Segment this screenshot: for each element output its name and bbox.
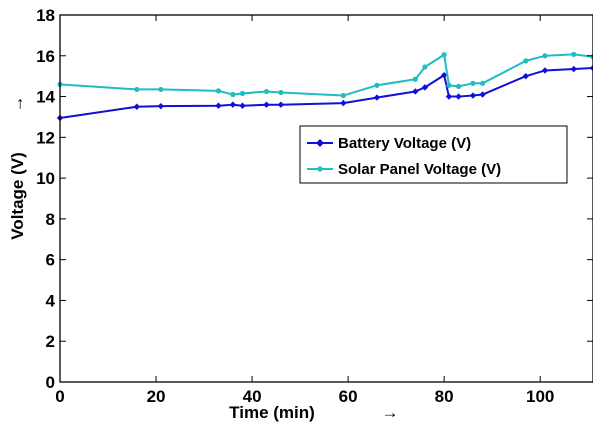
data-point-solar-19 bbox=[571, 51, 577, 57]
data-point-solar-12 bbox=[441, 52, 447, 58]
series-layer bbox=[56, 51, 593, 122]
y-tick-label: 10 bbox=[36, 169, 55, 188]
data-point-battery-18 bbox=[541, 67, 549, 74]
data-point-battery-11 bbox=[421, 84, 429, 91]
y-tick-label: 18 bbox=[36, 6, 55, 25]
y-axis-title: Voltage (V) bbox=[8, 152, 27, 240]
y-tick-label: 14 bbox=[36, 88, 55, 107]
data-point-solar-2 bbox=[158, 86, 164, 93]
data-point-solar-6 bbox=[263, 88, 270, 95]
y-tick-label: 6 bbox=[46, 251, 55, 270]
axis-layer: 0 2 4 6 8 10 12 14 16 18 0 20 40 60 80 100 bbox=[36, 6, 593, 406]
data-point-battery-17 bbox=[522, 72, 529, 80]
plot-area bbox=[60, 15, 593, 382]
legend-label-solar: Solar Panel Voltage (V) bbox=[338, 161, 501, 178]
data-point-battery-9 bbox=[373, 94, 381, 101]
x-tick-label: 80 bbox=[435, 387, 454, 406]
data-point-solar-10 bbox=[412, 76, 418, 82]
y-tick-label: 0 bbox=[46, 373, 55, 392]
x-tick-label: 20 bbox=[147, 387, 166, 406]
data-point-solar-18 bbox=[542, 53, 548, 59]
legend-marker-battery bbox=[316, 139, 324, 147]
data-point-battery-14 bbox=[455, 93, 462, 100]
data-point-solar-15 bbox=[470, 80, 476, 86]
data-point-battery-3 bbox=[215, 102, 222, 109]
x-tick-label: 40 bbox=[243, 387, 262, 406]
data-point-battery-4 bbox=[229, 101, 237, 108]
data-point-battery-16 bbox=[479, 91, 486, 98]
x-axis-title-arrow: → bbox=[382, 403, 399, 422]
data-point-solar-16 bbox=[479, 80, 486, 86]
data-point-battery-2 bbox=[157, 102, 165, 110]
data-point-battery-5 bbox=[239, 102, 246, 109]
legend-marker-solar bbox=[317, 166, 323, 172]
y-tick-label: 2 bbox=[46, 332, 55, 351]
data-point-battery-13 bbox=[445, 93, 453, 100]
label-layer: Time (min) → Voltage (V) → bbox=[8, 96, 399, 423]
data-point-battery-19 bbox=[570, 65, 577, 73]
y-tick-label: 4 bbox=[46, 291, 56, 310]
x-tick-label: 100 bbox=[526, 387, 554, 406]
legend-label-battery: Battery Voltage (V) bbox=[338, 135, 471, 152]
data-point-solar-4 bbox=[230, 91, 236, 98]
data-point-battery-1 bbox=[133, 103, 141, 110]
data-point-solar-17 bbox=[523, 58, 529, 64]
x-tick-label: 0 bbox=[55, 387, 64, 406]
y-tick-label: 16 bbox=[36, 47, 55, 66]
x-tick-label: 60 bbox=[339, 387, 358, 406]
data-point-solar-8 bbox=[340, 92, 346, 99]
data-point-solar-13 bbox=[446, 82, 452, 88]
y-tick-label: 8 bbox=[46, 210, 55, 229]
data-point-solar-5 bbox=[239, 90, 246, 97]
data-point-battery-8 bbox=[340, 99, 347, 107]
data-point-solar-3 bbox=[215, 88, 222, 94]
plot-frame bbox=[59, 14, 593, 383]
data-point-battery-7 bbox=[277, 101, 285, 108]
data-point-battery-6 bbox=[263, 101, 270, 108]
y-axis-title-arrow: → bbox=[8, 96, 27, 113]
data-point-battery-15 bbox=[469, 92, 477, 99]
data-point-battery-10 bbox=[412, 88, 419, 95]
data-point-battery-12 bbox=[440, 71, 448, 79]
legend: Battery Voltage (V) Solar Panel Voltage … bbox=[299, 125, 568, 184]
data-point-solar-14 bbox=[455, 83, 462, 89]
data-point-solar-7 bbox=[278, 89, 284, 96]
legend-box bbox=[299, 125, 568, 184]
data-point-solar-11 bbox=[422, 64, 428, 70]
y-tick-label: 12 bbox=[36, 128, 55, 147]
data-point-solar-1 bbox=[134, 86, 140, 93]
data-point-solar-9 bbox=[374, 82, 380, 88]
x-axis-title: Time (min) bbox=[229, 403, 315, 422]
data-point-battery-20 bbox=[589, 64, 593, 72]
